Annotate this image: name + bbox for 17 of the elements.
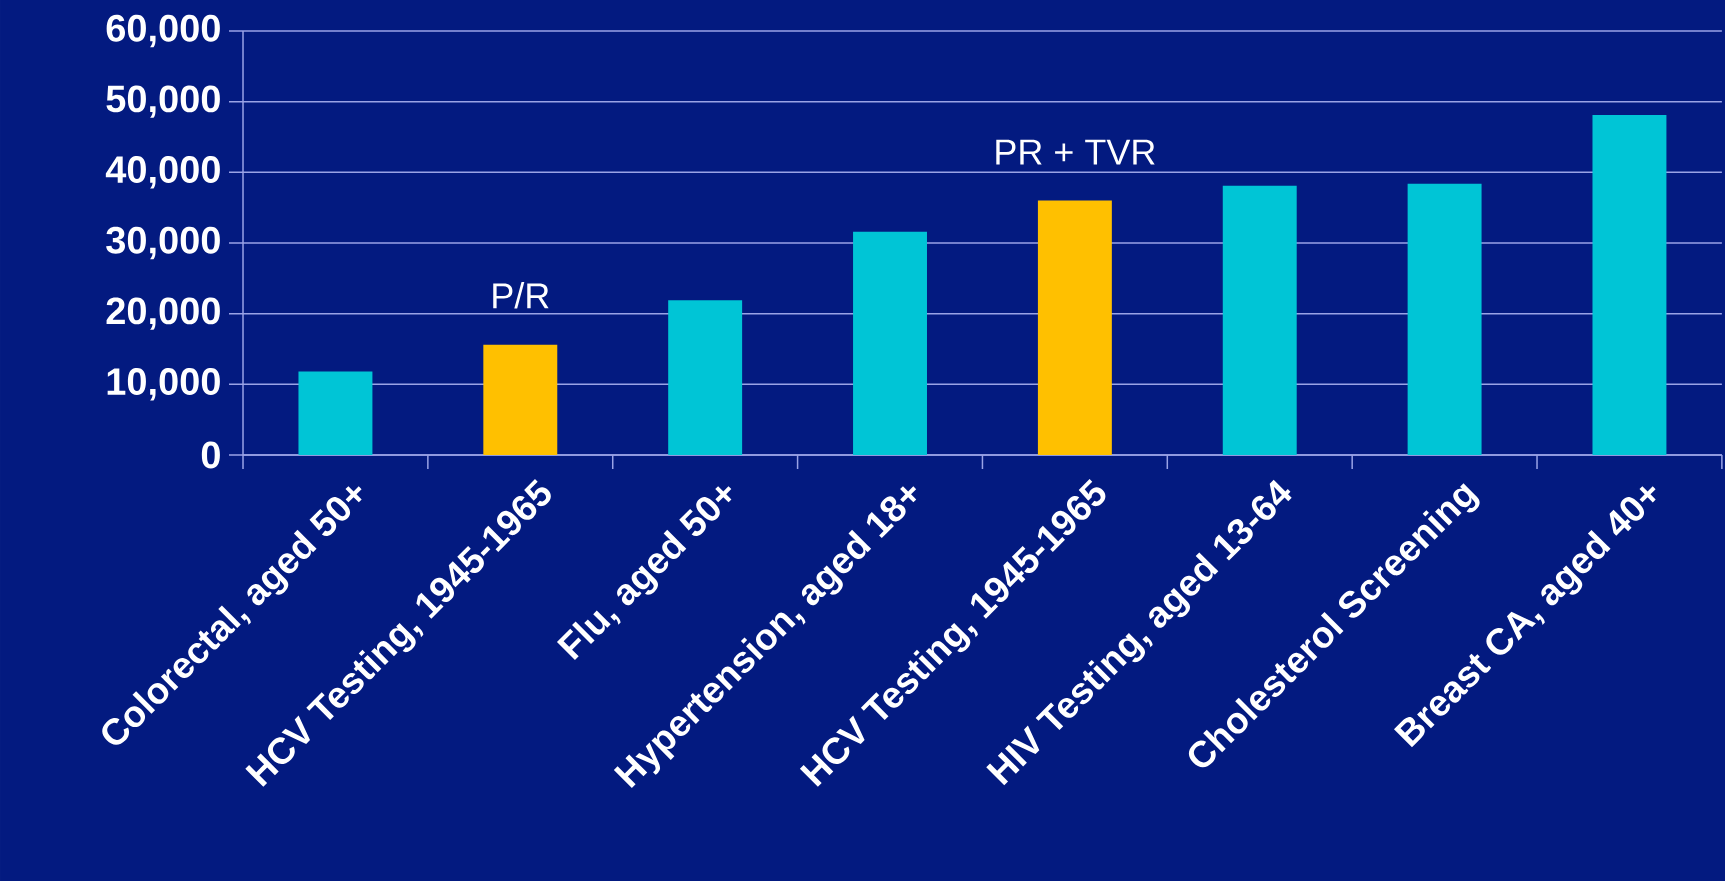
y-tick-label: 0 bbox=[201, 441, 220, 469]
y-tick-label: 50,000 bbox=[106, 85, 220, 118]
bar bbox=[1407, 183, 1482, 455]
y-tick-label: 10,000 bbox=[107, 368, 220, 401]
bar bbox=[1592, 115, 1667, 455]
bar bbox=[853, 231, 927, 455]
y-tick-label: 60,000 bbox=[106, 14, 220, 48]
annotation: PR + TVR bbox=[996, 139, 1155, 165]
annotation: P/R bbox=[493, 282, 549, 309]
bar bbox=[298, 371, 373, 455]
y-tick-label: 30,000 bbox=[106, 226, 220, 260]
bar bbox=[1037, 200, 1112, 455]
bar bbox=[1222, 185, 1297, 455]
bar bbox=[483, 344, 558, 455]
y-tick-label: 40,000 bbox=[105, 156, 220, 189]
y-tick-label: 20,000 bbox=[106, 297, 220, 330]
bar bbox=[668, 300, 743, 455]
